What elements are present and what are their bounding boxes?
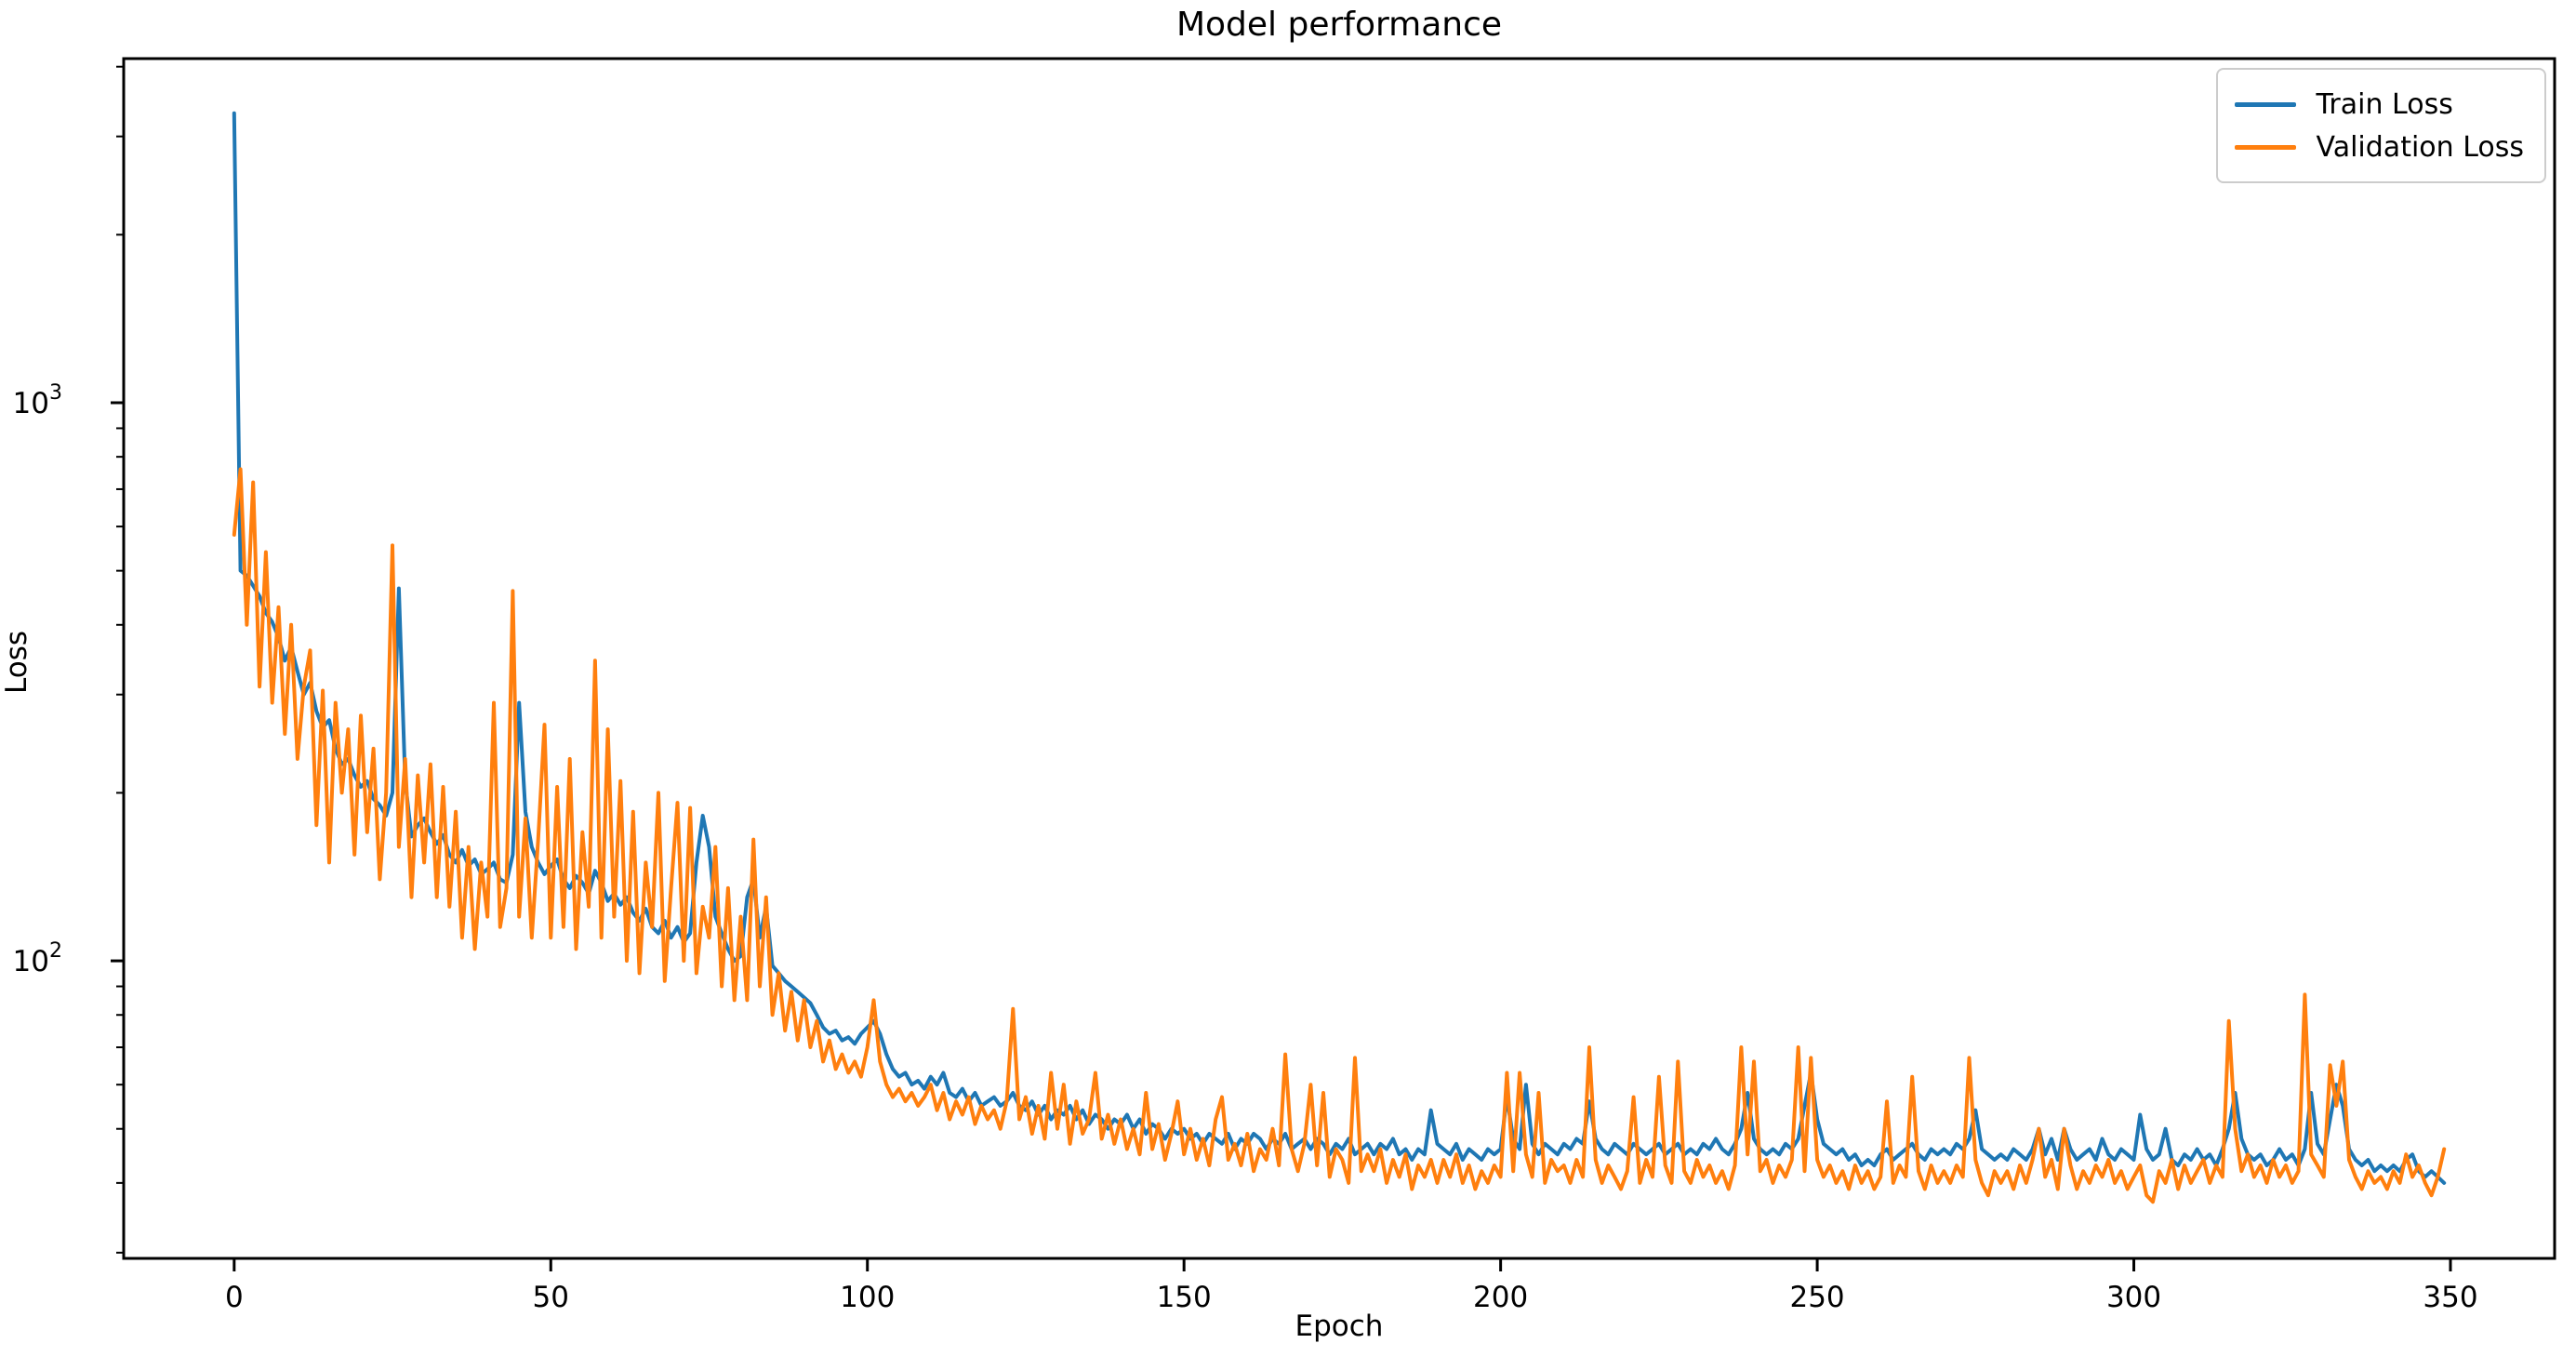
x-tick-label: 300	[2106, 1281, 2161, 1314]
x-tick-label: 50	[533, 1281, 569, 1314]
legend-item-validation: Validation Loss	[2234, 126, 2524, 168]
legend: Train Loss Validation Loss	[2215, 68, 2546, 183]
x-tick-label: 350	[2423, 1281, 2477, 1314]
x-tick-label: 200	[1473, 1281, 1528, 1314]
validation-loss-line	[232, 467, 2447, 1204]
train-loss-line	[232, 111, 2447, 1185]
plot-spines	[122, 57, 2556, 1260]
x-axis-label: Epoch	[1295, 1310, 1384, 1343]
chart-title: Model performance	[1175, 6, 1503, 44]
legend-item-train: Train Loss	[2234, 83, 2524, 126]
legend-label-validation: Validation Loss	[2316, 130, 2524, 164]
y-tick-label: 103	[13, 381, 62, 420]
validation-line-swatch	[2234, 144, 2296, 150]
train-line-swatch	[2234, 101, 2296, 107]
x-tick-label: 0	[225, 1281, 244, 1314]
x-tick-label: 250	[1789, 1281, 1844, 1314]
y-axis-label: Loss	[0, 631, 33, 694]
x-tick-label: 100	[840, 1281, 895, 1314]
legend-label-train: Train Loss	[2316, 87, 2453, 121]
y-tick-label: 102	[13, 939, 62, 978]
x-tick-label: 150	[1157, 1281, 1212, 1314]
